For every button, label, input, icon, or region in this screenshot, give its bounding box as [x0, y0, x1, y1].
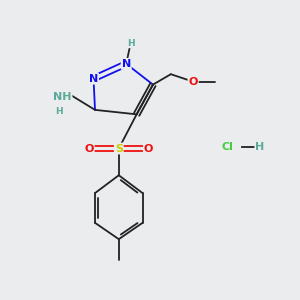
- Text: O: O: [188, 76, 198, 87]
- Text: H: H: [255, 142, 265, 152]
- Text: S: S: [115, 143, 123, 154]
- Text: N: N: [122, 59, 131, 69]
- Text: H: H: [56, 107, 63, 116]
- Text: Cl: Cl: [221, 142, 233, 152]
- Text: H: H: [127, 38, 134, 47]
- Text: O: O: [144, 143, 153, 154]
- Text: NH: NH: [53, 92, 72, 101]
- Text: O: O: [84, 143, 94, 154]
- Text: N: N: [89, 74, 98, 84]
